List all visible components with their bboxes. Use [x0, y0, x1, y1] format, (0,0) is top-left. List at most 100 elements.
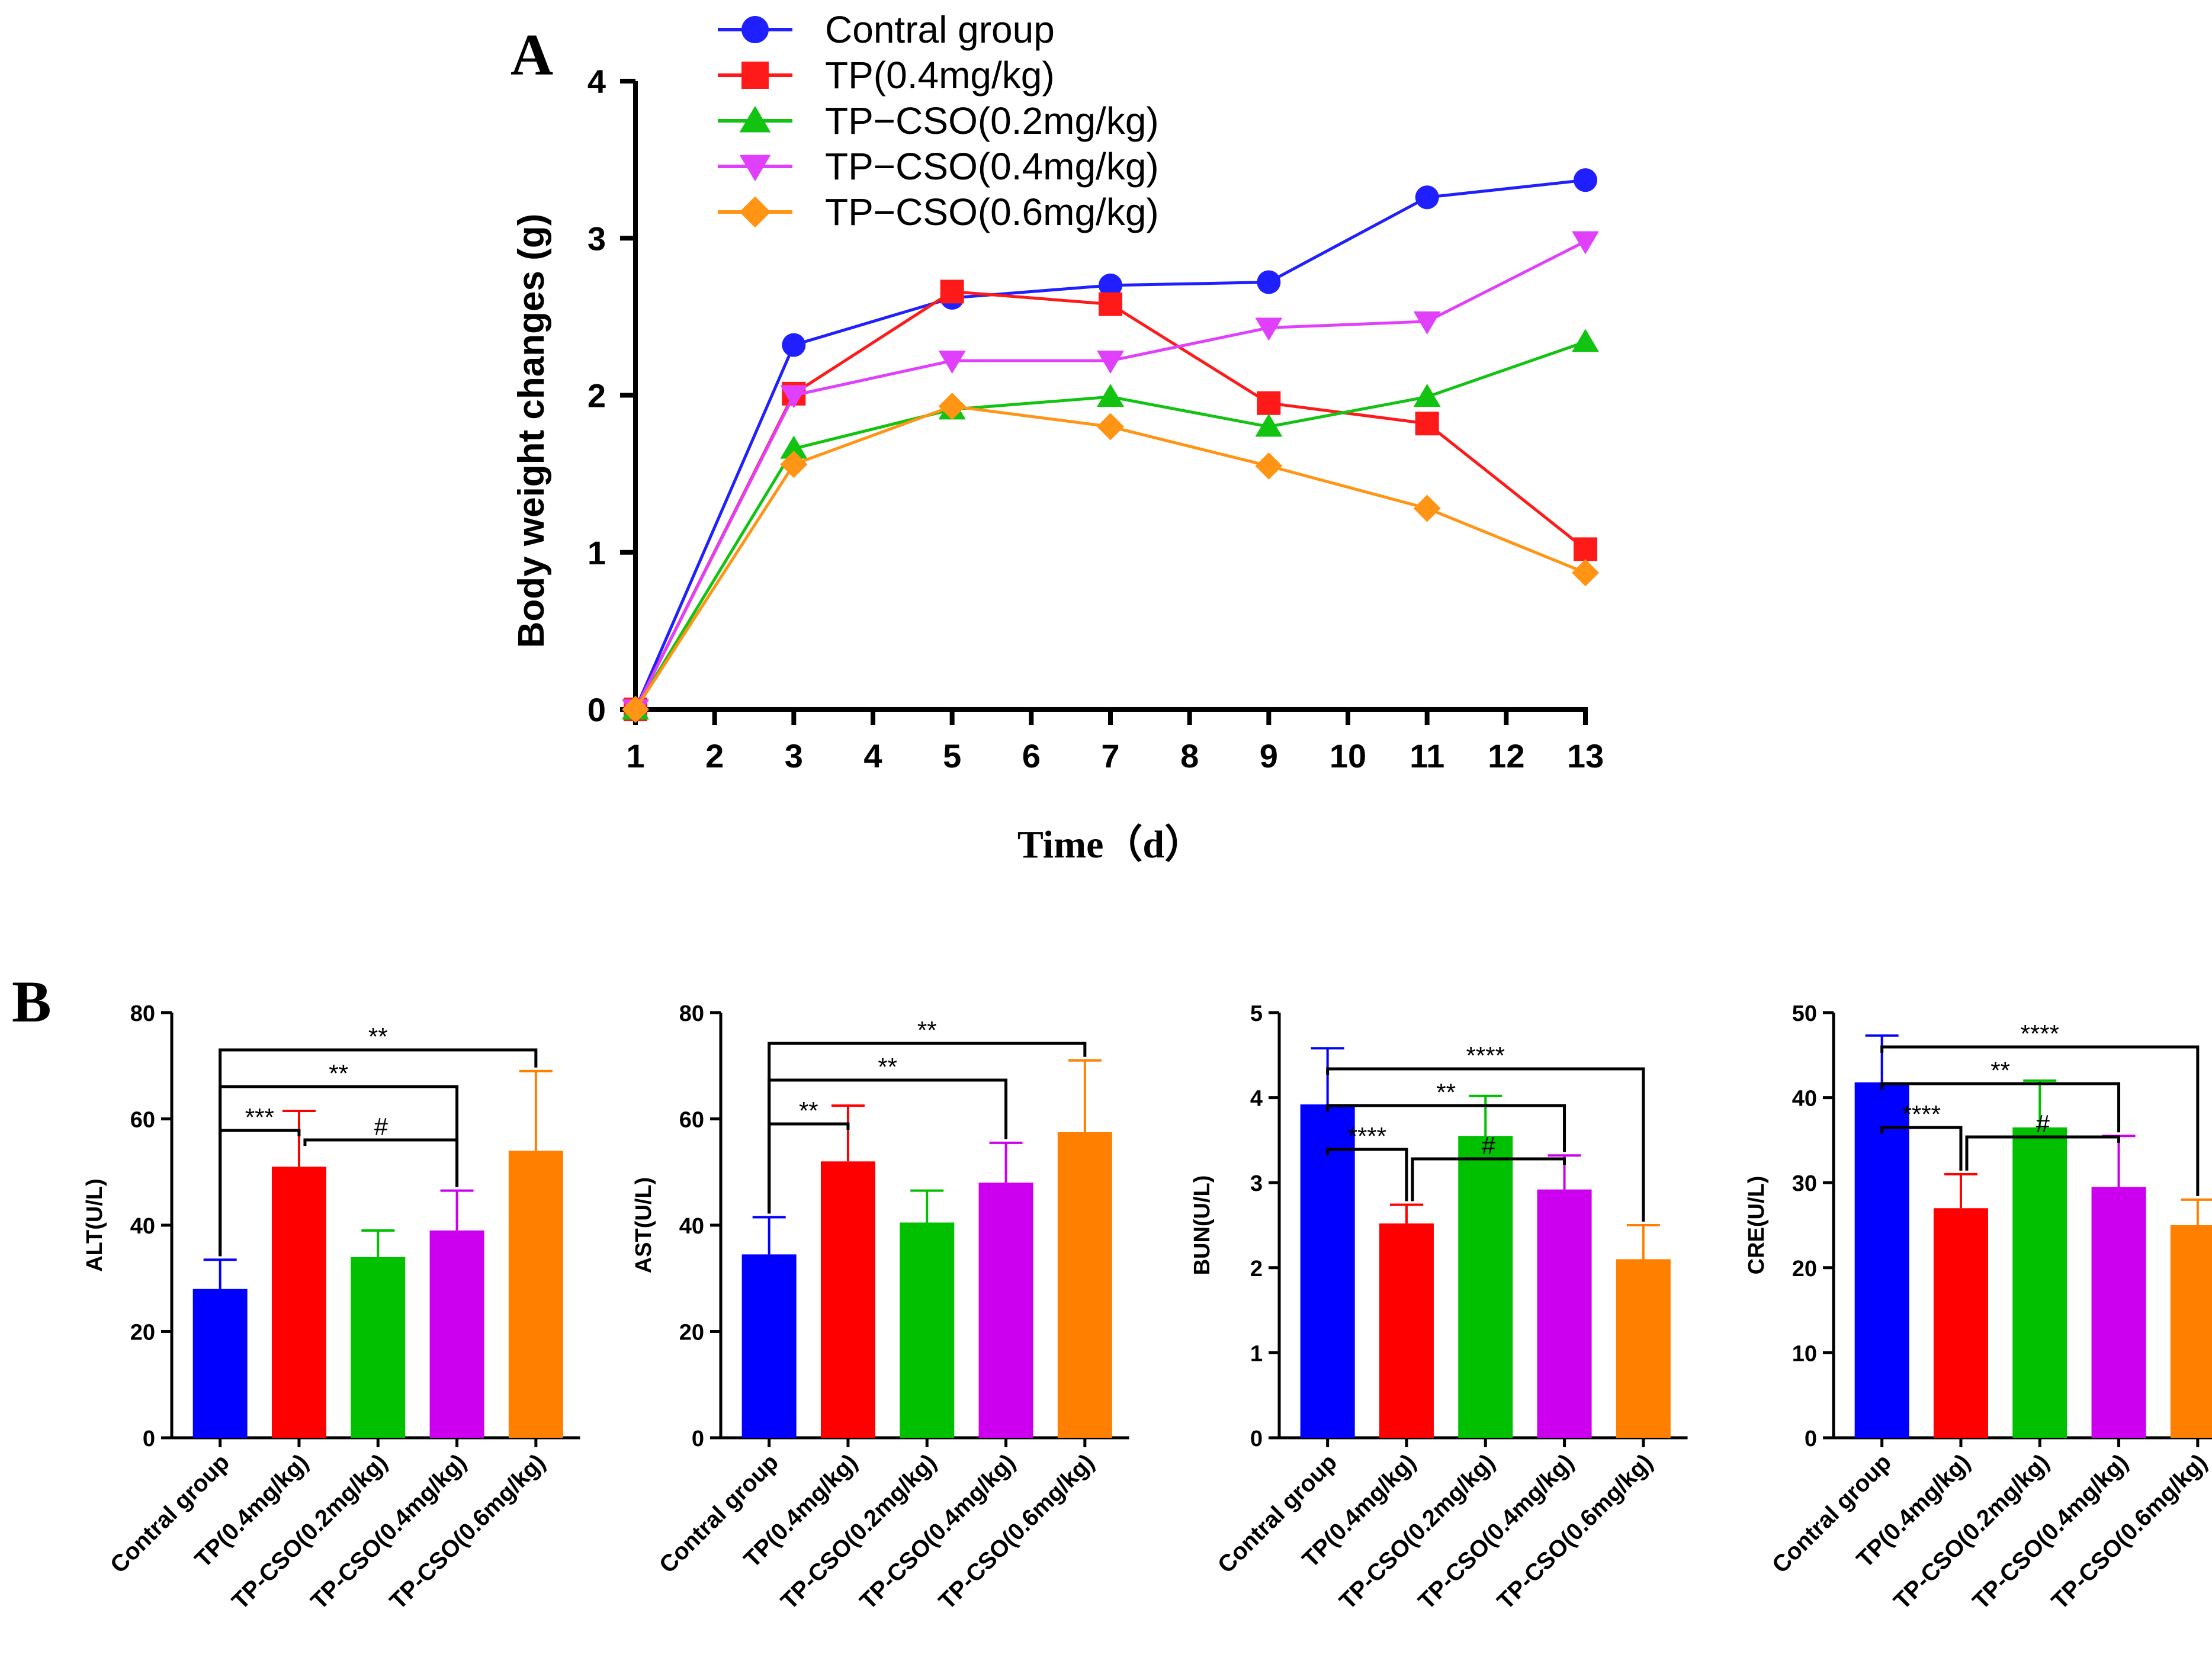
legend-marker: [739, 155, 771, 182]
category-label: TP-CSO(0.4mg/kg): [1413, 1449, 1578, 1614]
y-tick-label: 0: [143, 1427, 155, 1451]
data-point: [1097, 413, 1124, 441]
category-label: TP-CSO(0.4mg/kg): [855, 1449, 1020, 1614]
legend-marker: [741, 16, 769, 43]
data-point: [938, 393, 966, 420]
bar-contral-group: [1300, 1104, 1355, 1438]
bar-contral-group: [1854, 1082, 1909, 1438]
data-point: [1255, 317, 1283, 341]
y-tick-label: 80: [130, 1001, 155, 1026]
y-tick-label: 4: [1250, 1087, 1263, 1111]
significance-bracket: **: [1326, 1078, 1566, 1152]
data-point: [780, 435, 808, 459]
data-point: [622, 696, 649, 723]
category-label: TP-CSO(0.2mg/kg): [776, 1449, 941, 1614]
significance-bracket: **: [219, 1023, 538, 1257]
category-label: TP-CSO(0.6mg/kg): [2047, 1449, 2212, 1614]
bracket-line: [303, 1138, 459, 1187]
significance-label: ****: [1348, 1122, 1386, 1150]
significance-bracket: ****: [1880, 1020, 2200, 1196]
bar-tp-cso-0-6mg-kg: [1616, 1259, 1671, 1438]
data-point: [1097, 351, 1124, 374]
data-point: [938, 351, 966, 374]
x-tick-label: 12: [1488, 737, 1524, 775]
y-tick-label: 50: [1792, 1001, 1817, 1026]
significance-bracket: **: [1880, 1056, 2121, 1133]
data-point: [1255, 452, 1283, 480]
bar-tp-cso-0-6mg-kg: [508, 1151, 563, 1438]
data-point: [1257, 391, 1281, 415]
y-tick-label: 2: [587, 377, 606, 415]
y-tick-label: 20: [130, 1321, 155, 1345]
y-tick-label: 1: [1250, 1341, 1263, 1366]
y-tick-label: 4: [587, 63, 606, 100]
data-point: [1572, 329, 1599, 352]
bracket-line: [1326, 1067, 1645, 1222]
bar-tp-cso-0-4mg-kg: [978, 1183, 1033, 1438]
bar-tp-cso-0-2mg-kg: [900, 1222, 955, 1438]
category-label: TP-CSO(0.6mg/kg): [1492, 1449, 1658, 1614]
significance-label: **: [1991, 1056, 2010, 1084]
significance-label: #: [2036, 1110, 2050, 1138]
bar-tp-0-4mg-kg: [271, 1167, 326, 1438]
bar-tp-cso-0-6mg-kg: [1057, 1132, 1112, 1438]
data-point: [780, 451, 808, 478]
category-label: TP-CSO(0.4mg/kg): [306, 1449, 471, 1614]
bar-tp-cso-0-2mg-kg: [351, 1257, 406, 1438]
y-axis-title: CRE(U/L): [1744, 1176, 1769, 1275]
category-label: TP-CSO(0.6mg/kg): [934, 1449, 1099, 1614]
significance-label: **: [368, 1023, 388, 1050]
legend-item-tp-0-4mg-kg: TP(0.4mg/kg): [718, 54, 1055, 97]
x-tick-label: 6: [1022, 737, 1041, 775]
category-label: TP-CSO(0.2mg/kg): [1334, 1449, 1500, 1614]
category-label: TP-CSO(0.4mg/kg): [1967, 1449, 2133, 1614]
y-axis-title: ALT(U/L): [82, 1178, 107, 1272]
significance-label: ****: [1466, 1042, 1505, 1069]
x-tick-label: 5: [943, 737, 961, 775]
x-tick-label: 9: [1260, 737, 1278, 775]
bracket-line: [1880, 1082, 2121, 1133]
significance-label: **: [1436, 1078, 1456, 1106]
significance-label: ****: [2021, 1020, 2059, 1048]
legend-item-tp-cso-0-6mg-kg: TP−CSO(0.6mg/kg): [718, 191, 1159, 233]
y-tick-label: 40: [1792, 1087, 1817, 1111]
y-tick-label: 20: [679, 1321, 704, 1345]
data-point: [1574, 537, 1597, 561]
category-label: TP-CSO(0.2mg/kg): [227, 1449, 392, 1614]
significance-bracket: #: [1411, 1132, 1566, 1201]
bracket-line: [1411, 1157, 1566, 1201]
legend-label: TP−CSO(0.2mg/kg): [825, 99, 1159, 142]
bar-tp-0-4mg-kg: [1379, 1223, 1434, 1438]
data-point: [1415, 412, 1439, 436]
y-tick-label: 0: [1250, 1427, 1263, 1451]
x-tick-label: 8: [1180, 737, 1199, 775]
legend-label: TP−CSO(0.6mg/kg): [825, 191, 1159, 233]
data-point: [1572, 559, 1599, 587]
bracket-line: [1965, 1135, 2121, 1171]
y-tick-label: 0: [692, 1427, 704, 1451]
significance-label: #: [1482, 1132, 1496, 1159]
y-axis-title: Body weight changes (g): [511, 214, 552, 648]
bracket-line: [1880, 1126, 1963, 1171]
legend-marker: [739, 105, 771, 133]
x-tick-label: 10: [1330, 737, 1366, 775]
legend-label: TP(0.4mg/kg): [825, 54, 1055, 97]
x-axis-title: Time（d）: [1017, 823, 1203, 866]
y-tick-label: 10: [1792, 1341, 1817, 1366]
data-point: [1572, 231, 1599, 255]
y-tick-label: 60: [679, 1108, 704, 1133]
y-tick-label: 30: [1792, 1171, 1817, 1196]
x-tick-label: 7: [1101, 737, 1119, 775]
bar-tp-cso-0-6mg-kg: [2170, 1225, 2212, 1438]
y-tick-label: 5: [1250, 1001, 1263, 1026]
x-tick-label: 3: [785, 737, 803, 775]
data-point: [1257, 270, 1281, 294]
y-axis-title: BUN(U/L): [1190, 1175, 1215, 1276]
data-point: [1413, 384, 1441, 407]
legend-label: TP−CSO(0.4mg/kg): [825, 145, 1159, 188]
y-tick-label: 0: [1805, 1427, 1817, 1451]
